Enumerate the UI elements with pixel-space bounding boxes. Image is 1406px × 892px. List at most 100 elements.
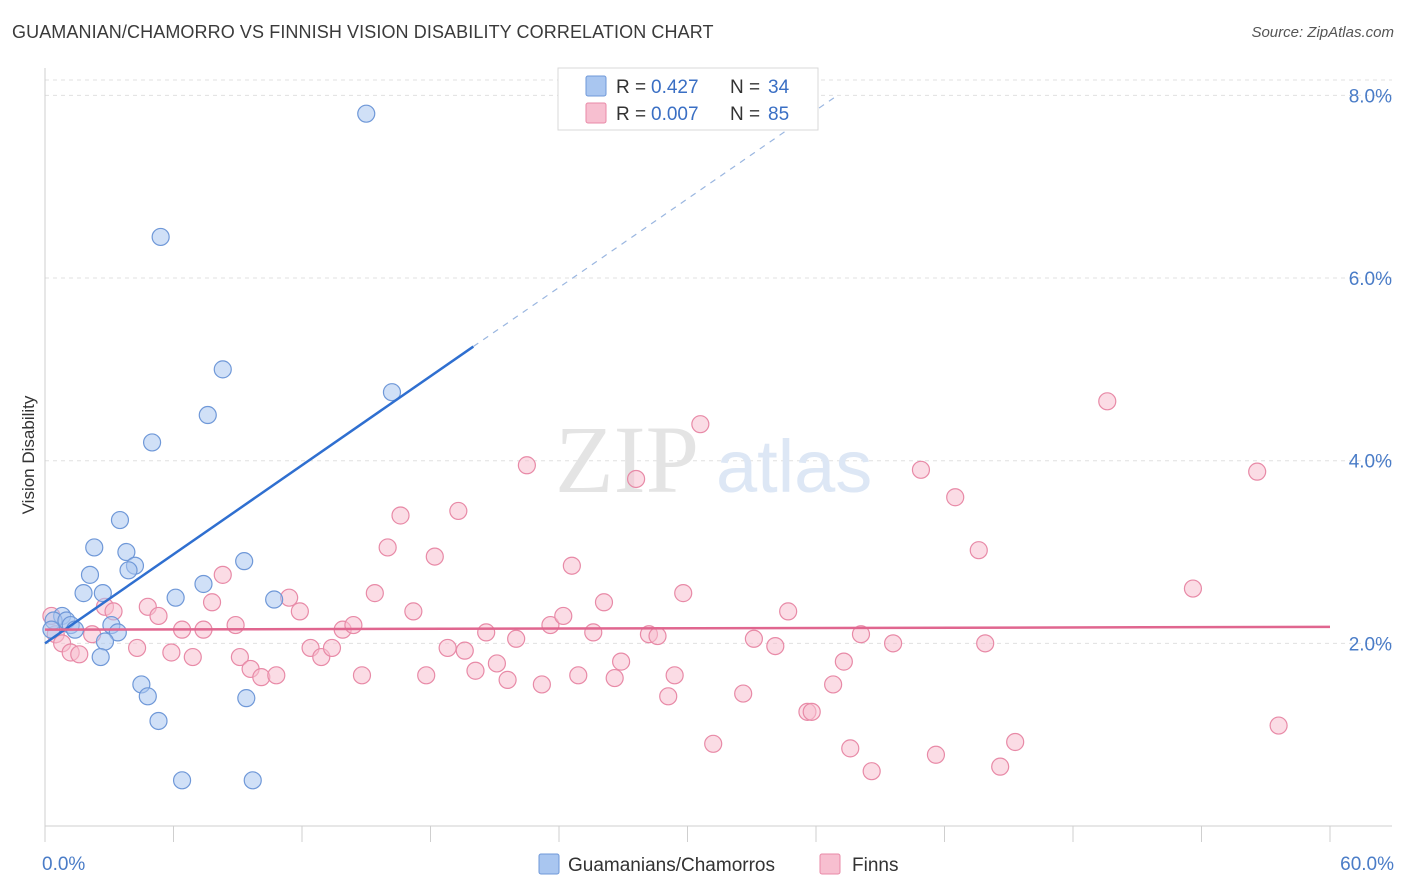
y-axis-label: Vision Disability: [19, 395, 38, 514]
point-guamanians: [357, 104, 376, 123]
bottom-legend-swatch-finns: [819, 853, 841, 875]
bottom-legend-label-guam: Guamanians/Chamorros: [568, 855, 775, 876]
point-guamanians: [119, 561, 138, 580]
legend-n-value-finns: 85: [768, 104, 789, 125]
point-finns: [344, 615, 363, 635]
point-guamanians: [80, 565, 100, 584]
point-guamanians: [110, 510, 130, 530]
point-finns: [612, 652, 631, 671]
trend-lines: [44, 94, 1331, 645]
point-guamanians: [108, 623, 127, 642]
bottom-legend-swatch-guam: [538, 853, 560, 875]
point-finns: [477, 623, 496, 642]
bottom-legend-label-finns: Finns: [852, 855, 898, 876]
point-finns: [594, 593, 614, 612]
point-guamanians: [198, 405, 217, 425]
point-finns: [674, 584, 693, 603]
point-finns: [290, 602, 309, 621]
y-tick-label: 4.0%: [1349, 452, 1392, 473]
point-guamanians: [265, 590, 284, 609]
point-guamanians: [93, 584, 112, 603]
point-finns: [1098, 392, 1117, 411]
legend-n-label-finns: N =: [730, 104, 760, 125]
point-guamanians: [213, 360, 232, 379]
point-finns: [162, 643, 181, 662]
point-finns: [1006, 732, 1025, 752]
point-guamanians: [194, 574, 213, 594]
point-finns: [802, 702, 821, 721]
legend-swatch-guam: [585, 75, 607, 97]
watermark-atlas: atlas: [716, 425, 872, 508]
point-guamanians: [74, 584, 93, 603]
legend-n-value-guam: 34: [768, 77, 790, 98]
point-finns: [841, 739, 860, 758]
point-finns: [417, 666, 436, 685]
point-guamanians: [166, 588, 185, 607]
legend-r-label-finns: R =: [616, 104, 646, 125]
point-finns: [438, 638, 457, 658]
legend-n-label-guam: N =: [730, 77, 760, 98]
point-finns: [704, 734, 723, 753]
point-guamanians: [149, 711, 168, 731]
point-guamanians: [95, 632, 115, 651]
point-finns: [322, 638, 342, 658]
point-guamanians: [117, 542, 136, 562]
point-finns: [202, 593, 222, 612]
point-finns: [70, 645, 89, 664]
point-guamanians: [172, 771, 192, 790]
point-finns: [779, 602, 798, 621]
point-finns: [352, 666, 372, 685]
point-finns: [734, 684, 753, 703]
watermark-zip: ZIP: [555, 406, 699, 513]
point-finns: [605, 668, 624, 688]
x-tick-marks: [44, 826, 1331, 842]
point-finns: [127, 638, 147, 658]
point-finns: [466, 661, 485, 680]
axes: [44, 68, 1392, 827]
point-guamanians: [138, 687, 157, 706]
point-finns: [487, 654, 506, 673]
series-guamanians: [42, 104, 402, 790]
trend-line-guamanians: [44, 345, 475, 645]
point-finns: [226, 615, 245, 635]
point-finns: [149, 606, 168, 626]
point-finns: [659, 687, 678, 706]
legend-top: R = 0.427 N = 34 R = 0.007 N = 85: [557, 67, 819, 131]
point-finns: [883, 634, 903, 653]
point-finns: [691, 415, 710, 434]
point-finns: [391, 506, 410, 525]
point-finns: [425, 547, 444, 566]
point-finns: [517, 456, 536, 475]
point-finns: [507, 629, 526, 648]
y-tick-labels: 2.0% 4.0% 6.0% 8.0%: [1349, 86, 1392, 655]
point-finns: [976, 634, 995, 653]
point-finns: [626, 469, 646, 489]
point-guamanians: [142, 433, 162, 452]
point-finns: [969, 541, 988, 560]
point-guamanians: [235, 552, 254, 571]
point-finns: [1248, 462, 1267, 481]
watermark: ZIP atlas: [555, 406, 872, 513]
point-guamanians: [243, 771, 262, 790]
point-guamanians: [151, 227, 170, 247]
point-finns: [584, 623, 603, 642]
point-guamanians: [382, 383, 402, 402]
point-finns: [824, 675, 843, 694]
trend-line-finns: [44, 625, 1331, 631]
y-tick-label: 2.0%: [1349, 634, 1392, 655]
point-finns: [834, 652, 853, 671]
legend-swatch-finns: [585, 102, 607, 124]
point-finns: [532, 675, 551, 694]
x-tick-label-max: 60.0%: [1340, 854, 1394, 875]
point-finns: [455, 641, 474, 660]
point-guamanians: [85, 538, 104, 557]
point-finns: [183, 647, 202, 667]
point-finns: [404, 602, 423, 621]
trend-line-guamanians-extension: [472, 94, 838, 348]
x-tick-labels: 0.0% 60.0%: [42, 854, 1394, 875]
point-finns: [926, 745, 946, 764]
point-guamanians: [237, 689, 256, 708]
point-finns: [648, 626, 667, 646]
point-finns: [213, 565, 232, 584]
